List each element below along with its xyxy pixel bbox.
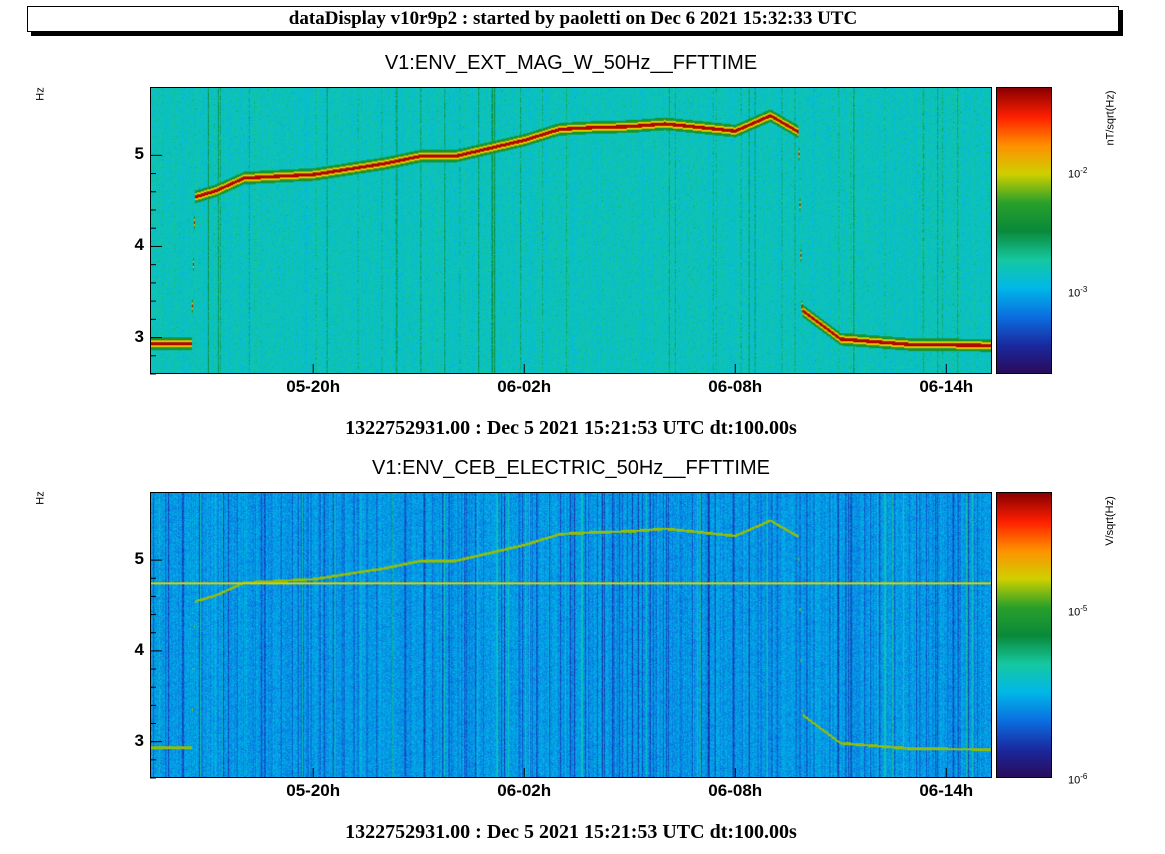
x-tick-label-bottom-1: 06-02h [497, 781, 552, 800]
y-tick-label-bottom-1: 4 [134, 639, 144, 659]
y-axis-label-bottom: Hz [34, 491, 47, 505]
colorbar-tick-bottom-1: 10-6 [1068, 772, 1088, 787]
colorbar-label-bottom: V/sqrt(Hz) [1103, 496, 1116, 546]
app-banner: dataDisplay v10r9p2 : started by paolett… [27, 6, 1119, 32]
x-tick-label-top-1: 06-02h [497, 377, 552, 396]
y-axis-label-top: Hz [34, 87, 47, 101]
colorbar-tick-top-0: 10-2 [1068, 166, 1088, 181]
colorbar-top [996, 87, 1052, 374]
x-tick-label-bottom-0: 05-20h [286, 781, 341, 800]
x-tick-label-top-2: 06-08h [708, 377, 763, 396]
colorbar-bottom [996, 492, 1052, 778]
y-tick-label-bottom-2: 3 [134, 730, 144, 750]
colorbar-tick-top-1: 10-3 [1068, 285, 1088, 300]
colorbar-label-top: nT/sqrt(Hz) [1104, 90, 1117, 146]
time-footer-bottom: 1322752931.00 : Dec 5 2021 15:21:53 UTC … [345, 821, 797, 843]
x-tick-label-top-3: 06-14h [919, 377, 974, 396]
plot-title-top: V1:ENV_EXT_MAG_W_50Hz__FFTTIME [384, 52, 758, 74]
y-tick-label-bottom-0: 5 [134, 549, 144, 569]
colorbar-tick-bottom-0: 10-5 [1068, 604, 1088, 619]
x-tick-label-bottom-3: 06-14h [919, 781, 974, 800]
y-tick-label-top-1: 4 [134, 235, 144, 255]
spectrogram-bottom[interactable] [150, 492, 992, 778]
x-tick-label-top-0: 05-20h [286, 377, 341, 396]
y-tick-label-top-0: 5 [134, 144, 144, 164]
x-tick-label-bottom-2: 06-08h [708, 781, 763, 800]
y-tick-label-top-2: 3 [134, 326, 144, 346]
spectrogram-top[interactable] [150, 87, 992, 374]
time-footer-top: 1322752931.00 : Dec 5 2021 15:21:53 UTC … [345, 417, 797, 439]
plot-title-bottom: V1:ENV_CEB_ELECTRIC_50Hz__FFTTIME [372, 457, 770, 479]
